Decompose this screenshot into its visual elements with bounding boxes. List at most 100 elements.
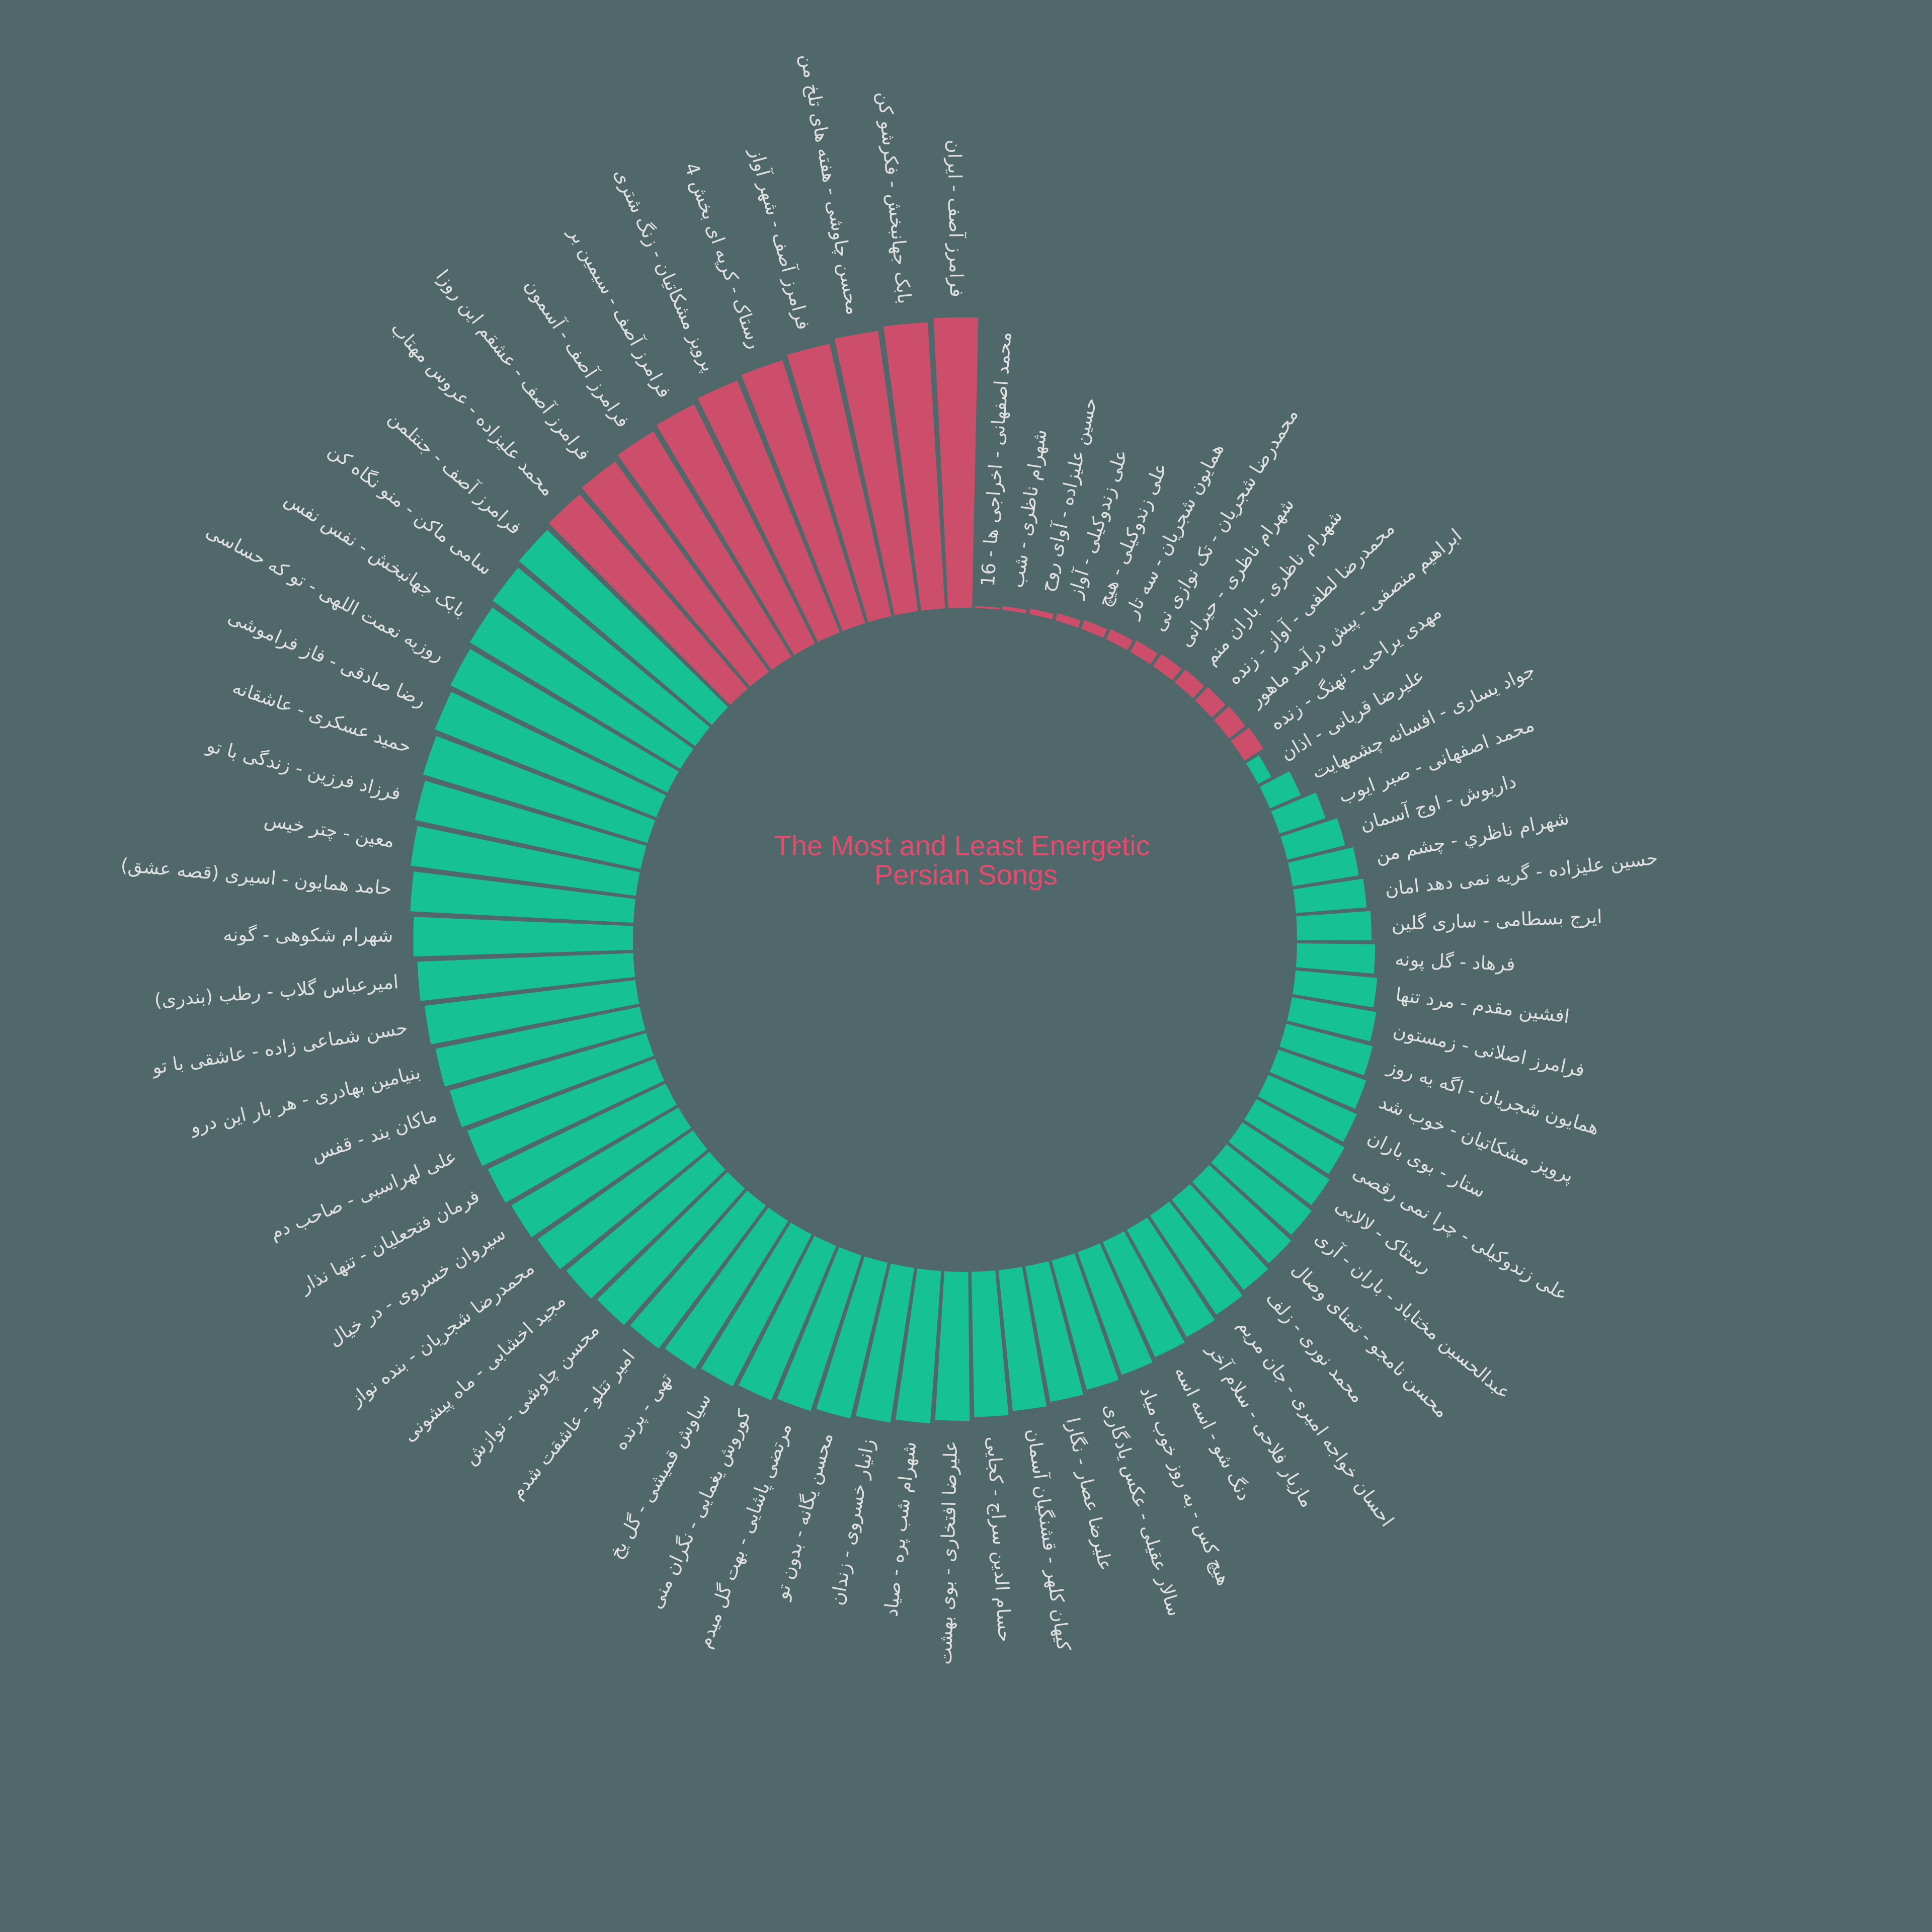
- bar-52: [467, 1059, 665, 1166]
- bar-50: [511, 1107, 691, 1238]
- bar-44: [701, 1223, 812, 1387]
- bar-69: [617, 431, 792, 670]
- bar-14: [1271, 792, 1326, 834]
- bar-11: [1231, 728, 1263, 761]
- bar-2: [1029, 608, 1054, 620]
- bar-label-29: محمد نوری - زلف: [1262, 1287, 1369, 1407]
- bar-75: [883, 322, 945, 611]
- bar-59: [411, 826, 640, 896]
- bar-12: [1246, 755, 1271, 784]
- bar-31: [1126, 1217, 1215, 1337]
- bar-label-0: محمد اصفهانی - اخراجی ها - 16: [977, 331, 1016, 587]
- bar-4: [1081, 620, 1107, 638]
- bar-25: [1244, 1099, 1345, 1174]
- bar-60: [415, 780, 647, 869]
- bar-28: [1192, 1165, 1292, 1263]
- bar-40: [856, 1263, 915, 1423]
- bar-19: [1296, 943, 1376, 974]
- bar-1: [1002, 606, 1027, 614]
- bar-37: [971, 1270, 1009, 1417]
- bar-16: [1287, 847, 1359, 887]
- bar-32: [1102, 1231, 1185, 1357]
- bar-label-67: محمد علیزاده - عروس مهتاب: [386, 317, 558, 501]
- bar-label-46: امیر تتلو - عاشقت شدم: [506, 1345, 639, 1503]
- bar-label-18: ایرج بسطامی - ساری گلین: [1391, 906, 1602, 935]
- bar-53: [449, 1033, 654, 1128]
- bar-67: [548, 494, 748, 705]
- bar-21: [1287, 997, 1377, 1041]
- bar-label-42: مرتضی پاشایی - بهت گل میدم: [693, 1420, 796, 1651]
- bar-13: [1259, 771, 1301, 809]
- bar-72: [741, 360, 865, 631]
- bar-24: [1258, 1075, 1357, 1142]
- bar-62: [435, 692, 666, 818]
- bar-0: [975, 606, 1000, 610]
- chart-title: The Most and Least Energetic Persian Son…: [774, 830, 1158, 891]
- bar-6: [1130, 640, 1158, 665]
- bar-65: [493, 568, 710, 747]
- bar-label-68: فرامرز آصف - عشقم این روزا: [432, 265, 595, 464]
- bar-36: [998, 1267, 1046, 1411]
- bar-label-40: زانیار خسروی - زندان: [826, 1437, 878, 1607]
- bar-27: [1211, 1144, 1312, 1235]
- bar-45: [665, 1208, 788, 1370]
- bar-41: [816, 1256, 888, 1419]
- bar-29: [1172, 1184, 1268, 1290]
- bar-39: [896, 1268, 941, 1423]
- bar-54: [435, 1007, 646, 1087]
- bar-label-36: کیهان کلهر - قشنگیان آسمان: [1023, 1427, 1075, 1652]
- bar-label-65: سامی ماکن - منو نگاه کن: [325, 439, 497, 579]
- bar-3: [1055, 613, 1081, 628]
- bar-label-20: افشین مقدم - مرد تنها: [1394, 984, 1571, 1027]
- bar-9: [1195, 687, 1226, 718]
- bar-label-56: امیرعباس گلاب - رطب (بندری): [153, 971, 399, 1011]
- bar-label-39: شهرام شب پره - صیاد: [880, 1440, 920, 1618]
- bar-label-76: فرامرز آصف - ایران: [943, 139, 968, 297]
- bar-label-59: معین - چتر خیس: [263, 809, 396, 852]
- bar-10: [1214, 706, 1245, 739]
- bar-57: [413, 917, 633, 957]
- bar-51: [488, 1083, 677, 1203]
- bar-66: [519, 530, 728, 725]
- bar-label-47: محسن چاوشی - نوازش: [459, 1319, 603, 1469]
- bar-49: [537, 1130, 708, 1269]
- bar-7: [1153, 654, 1182, 681]
- bar-15: [1280, 818, 1345, 860]
- bar-58: [410, 871, 636, 923]
- bars-layer: [410, 317, 1378, 1423]
- bar-17: [1293, 878, 1366, 913]
- bar-63: [450, 649, 679, 793]
- bar-label-75: بابک جهانبخش - فکرشو کن: [873, 91, 915, 305]
- bar-23: [1269, 1050, 1366, 1109]
- bar-33: [1077, 1243, 1153, 1375]
- bar-76: [933, 317, 979, 608]
- bar-30: [1150, 1201, 1243, 1315]
- bar-8: [1174, 669, 1204, 698]
- bar-label-55: حسن شماعی زاده - عاشقی با تو: [149, 1017, 409, 1079]
- bar-20: [1293, 970, 1378, 1008]
- bar-label-37: حسام الدین سراج - کجایی: [983, 1436, 1016, 1643]
- bar-55: [425, 980, 639, 1044]
- bar-48: [566, 1152, 726, 1299]
- chart-title-line-2: Persian Songs: [874, 859, 1058, 891]
- bar-label-38: علیرضا افتخاری - بوی بهشت: [934, 1440, 962, 1665]
- bar-label-53: ماکان بند - قفس: [308, 1104, 440, 1166]
- bar-74: [834, 331, 918, 616]
- chart-title-line-1: The Most and Least Energetic: [774, 830, 1150, 861]
- bar-64: [469, 607, 694, 769]
- bar-46: [630, 1190, 766, 1349]
- bar-56: [417, 953, 635, 1001]
- bar-label-58: حامد همایون - اسیری (قصه عشق): [120, 854, 392, 900]
- bar-label-19: فرهاد - گل پونه: [1395, 948, 1516, 975]
- bar-label-50: سیروان خسروی - در خیال: [325, 1222, 509, 1350]
- bar-35: [1025, 1261, 1084, 1402]
- bar-label-64: بابک جهانبخش - نفس نفس: [281, 488, 470, 622]
- bar-42: [777, 1247, 862, 1411]
- bar-73: [787, 344, 892, 622]
- bar-label-63: روزبه نعمت اللهی - تو که حساسی: [202, 520, 448, 666]
- bar-26: [1228, 1122, 1330, 1205]
- bar-18: [1296, 911, 1372, 940]
- bar-47: [597, 1172, 745, 1325]
- bar-label-73: فرامرز آصف - شهر آواز: [745, 145, 815, 332]
